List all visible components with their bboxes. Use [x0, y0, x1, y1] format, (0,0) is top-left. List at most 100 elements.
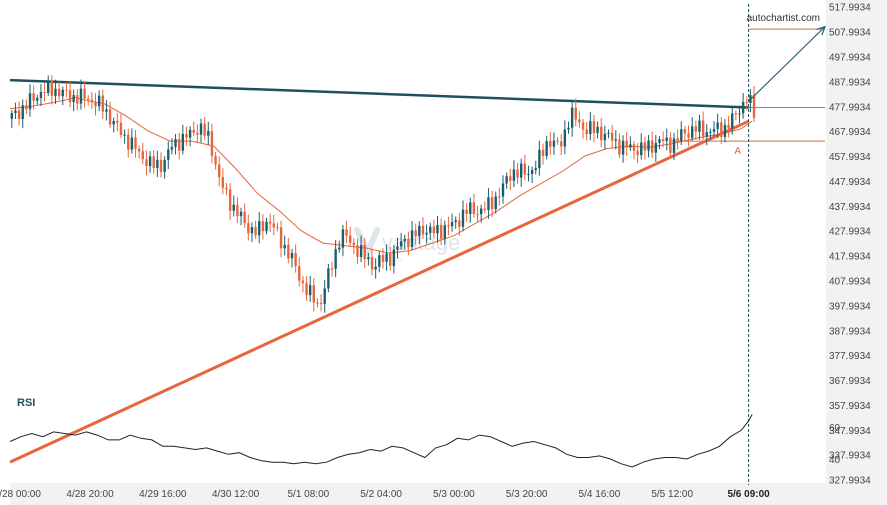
- candle-body: [210, 131, 214, 156]
- candle-body: [636, 150, 639, 156]
- candle-body: [436, 225, 439, 234]
- candle-body: [247, 223, 250, 234]
- support-line: [9, 119, 750, 464]
- candle-body: [727, 124, 730, 129]
- candle-body: [116, 121, 119, 123]
- time-tick-label: 4/28 20:00: [66, 489, 114, 500]
- candle-body: [701, 120, 705, 137]
- candle-body: [54, 88, 57, 96]
- candle-body: [589, 121, 592, 135]
- candle-body: [363, 244, 366, 260]
- candle-body: [450, 221, 454, 227]
- candle-body: [61, 89, 64, 97]
- candle-body: [534, 168, 537, 171]
- time-axis-panel: [10, 483, 826, 505]
- candle-body: [720, 122, 723, 137]
- candle-body: [312, 285, 316, 303]
- candle-body: [509, 176, 512, 181]
- candle-body: [279, 227, 283, 249]
- candle-body: [607, 132, 610, 134]
- candle-body: [687, 133, 690, 138]
- candle-body: [167, 149, 170, 160]
- candle-body: [14, 110, 17, 114]
- candle-body: [50, 80, 54, 96]
- candle-body: [396, 246, 399, 250]
- candle-body: [10, 113, 14, 119]
- price-tick-label: 417.9934: [829, 252, 871, 263]
- candle-body: [83, 88, 86, 99]
- candle-body: [505, 176, 508, 184]
- projection-arrow: [748, 25, 826, 102]
- candle-body: [359, 244, 363, 257]
- candle-body: [87, 98, 90, 100]
- candle-body: [465, 209, 468, 215]
- candle-body: [683, 129, 687, 134]
- candlestick-series: [10, 75, 756, 313]
- candle-body: [439, 225, 443, 239]
- candle-body: [319, 302, 323, 304]
- candle-body: [367, 257, 370, 260]
- candle-body: [327, 268, 330, 289]
- candle-body: [94, 102, 97, 107]
- candle-body: [181, 133, 185, 151]
- candle-body: [185, 133, 188, 138]
- candle-body: [192, 129, 195, 133]
- candle-body: [716, 122, 719, 129]
- candle-body: [294, 252, 297, 267]
- price-tick-label: 447.9934: [829, 177, 871, 188]
- candle-body: [581, 122, 585, 130]
- candle-body: [170, 147, 174, 150]
- candle-body: [39, 92, 43, 98]
- candle-body: [614, 139, 617, 141]
- candle-body: [221, 177, 225, 188]
- time-tick-label: 5/3 00:00: [433, 489, 475, 500]
- candle-body: [272, 223, 275, 228]
- price-tick-label: 337.9934: [829, 451, 871, 462]
- candle-body: [592, 121, 596, 134]
- time-tick-label: 5/6 09:00: [727, 489, 770, 500]
- candle-body: [458, 220, 461, 227]
- price-axis: 517.9934 507.9934 497.9934 487.9934 477.9934…: [829, 3, 871, 487]
- candle-body: [741, 101, 745, 114]
- candle-body: [228, 189, 232, 211]
- candle-body: [283, 244, 286, 249]
- candle-body: [152, 156, 155, 168]
- candle-body: [738, 113, 741, 115]
- candle-body: [640, 142, 643, 156]
- candle-body: [643, 142, 647, 151]
- price-tick-label: 327.9934: [829, 476, 871, 487]
- price-axis-panel: [826, 0, 887, 505]
- time-tick-label: 4/30 12:00: [212, 489, 260, 500]
- candle-body: [530, 170, 534, 174]
- candle-body: [563, 129, 567, 147]
- candle-body: [250, 227, 254, 234]
- candle-body: [177, 139, 181, 151]
- time-tick-label: 5/1 08:00: [287, 489, 329, 500]
- candle-body: [156, 159, 159, 168]
- resistance-line: [9, 78, 749, 109]
- candle-body: [374, 266, 377, 270]
- candle-body: [723, 124, 727, 137]
- candle-body: [690, 126, 694, 138]
- candle-body: [603, 133, 607, 141]
- price-tick-label: 487.9934: [829, 77, 871, 88]
- candle-body: [352, 242, 356, 246]
- candle-body: [676, 138, 679, 141]
- candle-body: [680, 129, 683, 141]
- time-tick-label: 5/5 12:00: [651, 489, 693, 500]
- candle-body: [512, 169, 516, 181]
- candle-body: [32, 93, 35, 101]
- candle-body: [545, 140, 548, 156]
- candle-body: [105, 109, 108, 112]
- candle-body: [290, 252, 294, 259]
- candle-body: [261, 221, 265, 232]
- candle-body: [650, 140, 654, 153]
- candle-body: [25, 105, 28, 110]
- candle-body: [90, 99, 94, 103]
- candle-body: [389, 253, 392, 266]
- candle-body: [127, 134, 130, 150]
- candle-body: [97, 95, 101, 107]
- candle-body: [629, 144, 632, 148]
- candle-body: [17, 110, 21, 120]
- candle-body: [305, 283, 308, 296]
